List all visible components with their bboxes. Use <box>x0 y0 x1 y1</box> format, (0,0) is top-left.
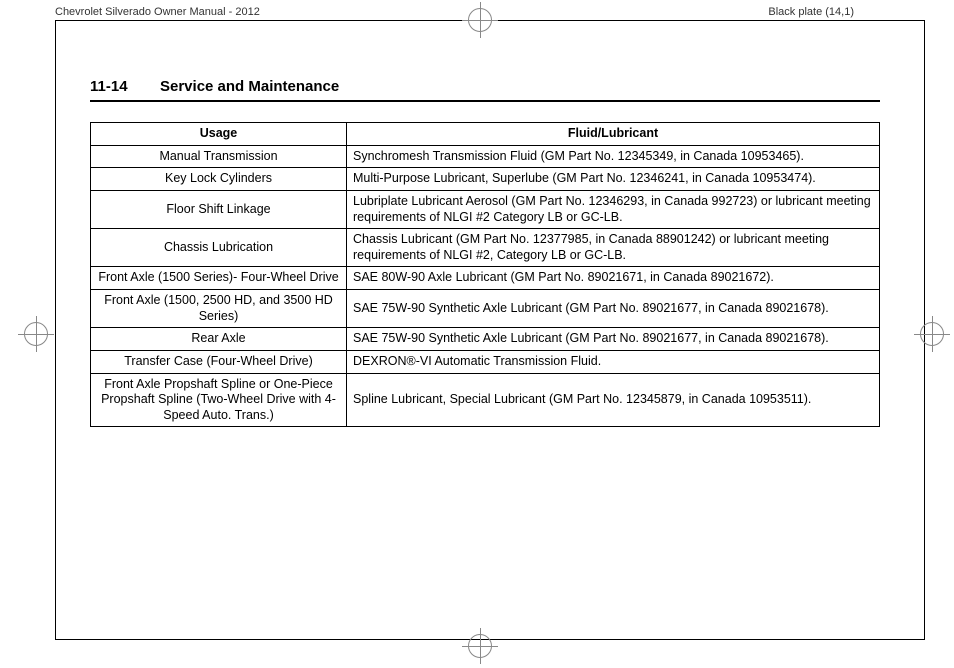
table-row: Front Axle Propshaft Spline or One-Piece… <box>91 373 880 427</box>
usage-cell: Front Axle Propshaft Spline or One-Piece… <box>91 373 347 427</box>
section-title: Service and Maintenance <box>160 78 339 95</box>
registration-mark-icon <box>468 634 492 658</box>
crop-mark <box>55 20 56 640</box>
usage-cell: Transfer Case (Four-Wheel Drive) <box>91 350 347 373</box>
table-row: Floor Shift LinkageLubriplate Lubricant … <box>91 190 880 228</box>
col-usage: Usage <box>91 123 347 146</box>
registration-mark-icon <box>920 322 944 346</box>
registration-mark-icon <box>24 322 48 346</box>
usage-cell: Manual Transmission <box>91 145 347 168</box>
fluid-cell: SAE 75W-90 Synthetic Axle Lubricant (GM … <box>347 290 880 328</box>
fluid-cell: Multi-Purpose Lubricant, Superlube (GM P… <box>347 168 880 191</box>
section-header: 11-14 Service and Maintenance <box>90 78 880 102</box>
usage-cell: Key Lock Cylinders <box>91 168 347 191</box>
table-row: Chassis LubricationChassis Lubricant (GM… <box>91 229 880 267</box>
table-row: Manual TransmissionSynchromesh Transmiss… <box>91 145 880 168</box>
fluid-cell: Chassis Lubricant (GM Part No. 12377985,… <box>347 229 880 267</box>
fluid-cell: Synchromesh Transmission Fluid (GM Part … <box>347 145 880 168</box>
lubricants-table: Usage Fluid/Lubricant Manual Transmissio… <box>90 122 880 427</box>
usage-cell: Chassis Lubrication <box>91 229 347 267</box>
usage-cell: Front Axle (1500, 2500 HD, and 3500 HD S… <box>91 290 347 328</box>
manual-title: Chevrolet Silverado Owner Manual - 2012 <box>55 6 260 18</box>
usage-cell: Front Axle (1500 Series)- Four-Wheel Dri… <box>91 267 347 290</box>
usage-cell: Floor Shift Linkage <box>91 190 347 228</box>
fluid-cell: DEXRON®-VI Automatic Transmission Fluid. <box>347 350 880 373</box>
page-content: 11-14 Service and Maintenance Usage Flui… <box>90 78 880 427</box>
usage-cell: Rear Axle <box>91 328 347 351</box>
fluid-cell: Spline Lubricant, Special Lubricant (GM … <box>347 373 880 427</box>
fluid-cell: SAE 80W-90 Axle Lubricant (GM Part No. 8… <box>347 267 880 290</box>
col-fluid: Fluid/Lubricant <box>347 123 880 146</box>
registration-mark-icon <box>468 8 492 32</box>
page-number: 11-14 <box>90 78 128 95</box>
table-row: Front Axle (1500 Series)- Four-Wheel Dri… <box>91 267 880 290</box>
fluid-cell: Lubriplate Lubricant Aerosol (GM Part No… <box>347 190 880 228</box>
table-row: Transfer Case (Four-Wheel Drive)DEXRON®-… <box>91 350 880 373</box>
table-row: Rear AxleSAE 75W-90 Synthetic Axle Lubri… <box>91 328 880 351</box>
fluid-cell: SAE 75W-90 Synthetic Axle Lubricant (GM … <box>347 328 880 351</box>
table-row: Front Axle (1500, 2500 HD, and 3500 HD S… <box>91 290 880 328</box>
plate-info: Black plate (14,1) <box>768 6 854 18</box>
table-header-row: Usage Fluid/Lubricant <box>91 123 880 146</box>
table-row: Key Lock CylindersMulti-Purpose Lubrican… <box>91 168 880 191</box>
